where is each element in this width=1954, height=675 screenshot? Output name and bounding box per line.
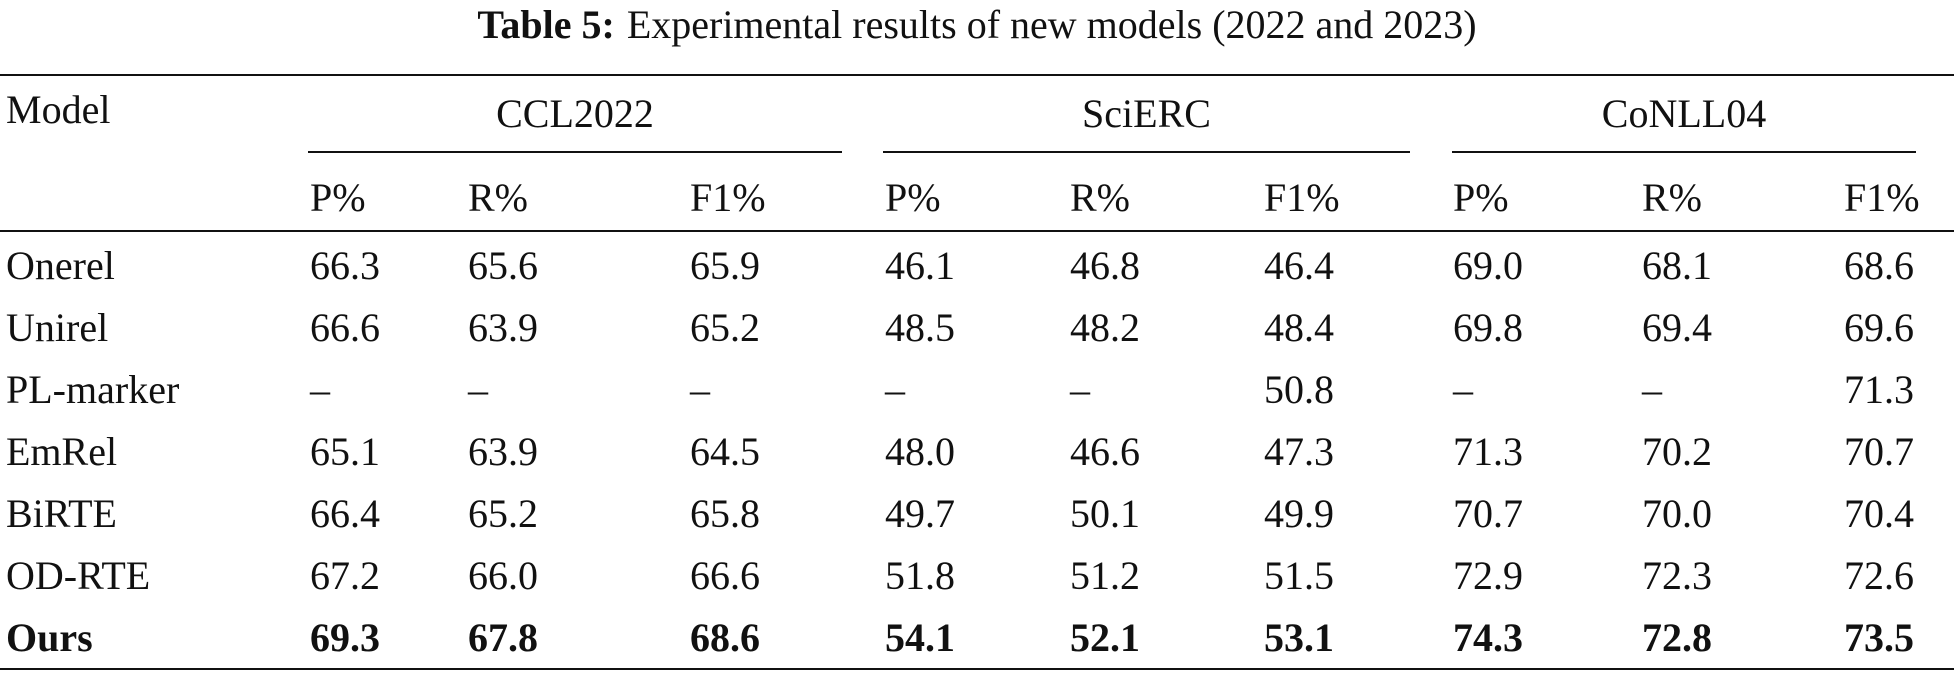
table-cell: 48.2 xyxy=(1070,305,1140,350)
table-cell: 48.4 xyxy=(1264,305,1334,350)
table-cell: 69.4 xyxy=(1642,305,1712,350)
table-cell: 70.7 xyxy=(1844,429,1914,474)
table-cell: 53.1 xyxy=(1264,615,1334,660)
table-cell: 72.8 xyxy=(1642,615,1712,660)
metric-header-1-0: P% xyxy=(885,175,941,220)
table-cell: 65.8 xyxy=(690,491,760,536)
bottom-rule xyxy=(0,668,1954,670)
group-header-2: CoNLL04 xyxy=(1601,91,1767,136)
metric-header-1-1: R% xyxy=(1070,175,1130,220)
table-cell: 50.8 xyxy=(1264,367,1334,412)
table-cell: 63.9 xyxy=(468,305,538,350)
table-cell: 54.1 xyxy=(885,615,955,660)
table-cell: – xyxy=(885,367,905,412)
table-cell: – xyxy=(1453,367,1473,412)
table-cell: 72.9 xyxy=(1453,553,1523,598)
table-cell: 46.4 xyxy=(1264,243,1334,288)
table-cell: 66.6 xyxy=(690,553,760,598)
table-cell: 70.0 xyxy=(1642,491,1712,536)
metric-header-0-0: P% xyxy=(310,175,366,220)
model-name: Ours xyxy=(6,615,93,660)
table-cell: 49.7 xyxy=(885,491,955,536)
table-cell: 66.6 xyxy=(310,305,380,350)
table-cell: 64.5 xyxy=(690,429,760,474)
table-cell: 72.6 xyxy=(1844,553,1914,598)
table-cell: – xyxy=(1642,367,1662,412)
top-rule xyxy=(0,74,1954,76)
table-cell: 51.8 xyxy=(885,553,955,598)
model-name: Onerel xyxy=(6,243,115,288)
table-cell: 66.4 xyxy=(310,491,380,536)
table-cell: 70.7 xyxy=(1453,491,1523,536)
header-bottom-rule xyxy=(0,230,1954,232)
group-underline-2 xyxy=(1452,151,1916,153)
table-cell: 68.1 xyxy=(1642,243,1712,288)
table-cell: – xyxy=(1070,367,1090,412)
model-name: Unirel xyxy=(6,305,109,350)
group-underline-1 xyxy=(883,151,1410,153)
table-cell: 65.9 xyxy=(690,243,760,288)
table-cell: 67.8 xyxy=(468,615,538,660)
table-cell: – xyxy=(690,367,710,412)
metric-header-0-1: R% xyxy=(468,175,528,220)
table-cell: 68.6 xyxy=(1844,243,1914,288)
table-cell: 52.1 xyxy=(1070,615,1140,660)
table-cell: 46.1 xyxy=(885,243,955,288)
table-cell: 66.3 xyxy=(310,243,380,288)
group-header-0: CCL2022 xyxy=(496,91,654,136)
table-cell: 50.1 xyxy=(1070,491,1140,536)
model-name: PL-marker xyxy=(6,367,180,412)
model-name: BiRTE xyxy=(6,491,117,536)
table-cell: 69.0 xyxy=(1453,243,1523,288)
table-cell: 67.2 xyxy=(310,553,380,598)
table-cell: 48.0 xyxy=(885,429,955,474)
table-cell: 65.2 xyxy=(468,491,538,536)
table-cell: 71.3 xyxy=(1844,367,1914,412)
group-underline-0 xyxy=(308,151,842,153)
metric-header-2-2: F1% xyxy=(1844,175,1920,220)
metric-header-2-1: R% xyxy=(1642,175,1702,220)
model-column-header: Model xyxy=(6,87,111,132)
table-cell: 69.6 xyxy=(1844,305,1914,350)
table-cell: 71.3 xyxy=(1453,429,1523,474)
table-caption: Table 5: Experimental results of new mode… xyxy=(0,0,1954,60)
table-cell: 70.4 xyxy=(1844,491,1914,536)
metric-header-2-0: P% xyxy=(1453,175,1509,220)
table-caption-text: Experimental results of new models (2022… xyxy=(626,2,1477,47)
table-cell: 46.6 xyxy=(1070,429,1140,474)
table-cell: – xyxy=(468,367,488,412)
table-cell: 65.1 xyxy=(310,429,380,474)
table-cell: 72.3 xyxy=(1642,553,1712,598)
model-name: OD-RTE xyxy=(6,553,151,598)
model-name: EmRel xyxy=(6,429,118,474)
table-cell: 63.9 xyxy=(468,429,538,474)
metric-header-0-2: F1% xyxy=(690,175,766,220)
table-cell: 68.6 xyxy=(690,615,760,660)
group-header-1: SciERC xyxy=(1082,91,1211,136)
table-cell: 70.2 xyxy=(1642,429,1712,474)
table-cell: 69.8 xyxy=(1453,305,1523,350)
table-cell: 51.2 xyxy=(1070,553,1140,598)
table-cell: 48.5 xyxy=(885,305,955,350)
table-cell: 65.6 xyxy=(468,243,538,288)
table-cell: 47.3 xyxy=(1264,429,1334,474)
table-caption-label: Table 5: xyxy=(477,2,615,47)
table-cell: 65.2 xyxy=(690,305,760,350)
table-cell: 74.3 xyxy=(1453,615,1523,660)
table-cell: 49.9 xyxy=(1264,491,1334,536)
table-cell: 51.5 xyxy=(1264,553,1334,598)
table-cell: 46.8 xyxy=(1070,243,1140,288)
table-cell: – xyxy=(310,367,330,412)
table-cell: 69.3 xyxy=(310,615,380,660)
table-cell: 73.5 xyxy=(1844,615,1914,660)
metric-header-1-2: F1% xyxy=(1264,175,1340,220)
table-cell: 66.0 xyxy=(468,553,538,598)
